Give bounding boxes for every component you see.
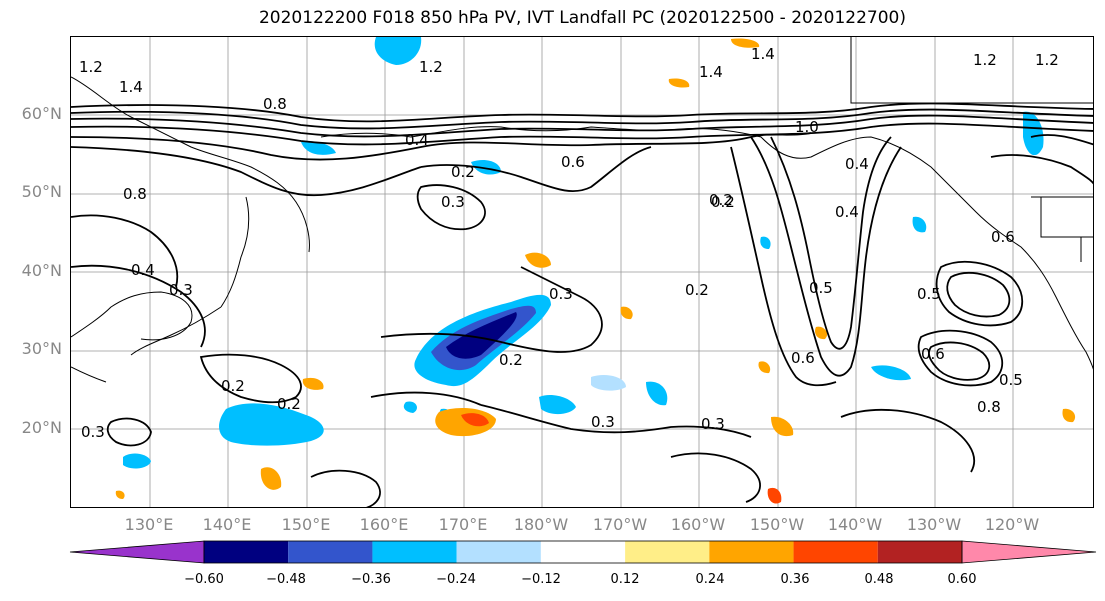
contour-label: 1.2: [419, 58, 443, 76]
colorbar-tick-label: −0.36: [351, 572, 391, 587]
colorbar-tick-label: 0.60: [947, 572, 977, 587]
contour-label: 0.2: [221, 377, 245, 395]
contour-label: 0.8: [123, 185, 147, 203]
contour-label: 0.2: [709, 191, 733, 209]
contour-labels: 1.2 1.4 1.2 1.4 0.8 1.4 1.2 0.4 0.2 0.3 …: [79, 45, 1059, 441]
contour-label: 0.2: [685, 281, 709, 299]
colorbar-cell: [204, 541, 289, 563]
colorbar-tick-label: −0.48: [266, 572, 306, 587]
colorbar-cell: [877, 541, 962, 563]
colorbar: [68, 539, 1098, 571]
contour-label: 0.8: [977, 398, 1001, 416]
contour-label: 0.4: [131, 261, 155, 279]
map-title: 2020122200 F018 850 hPa PV, IVT Landfall…: [258, 8, 906, 28]
contour-label: 0.6: [561, 153, 585, 171]
colorbar-tick-label: 0.12: [610, 572, 640, 587]
contour-label: 1.2: [973, 51, 997, 69]
colorbar-cell: [540, 541, 626, 563]
lon-label: 180°W: [513, 515, 569, 534]
colorbar-cell: [288, 541, 373, 563]
contour-label: 0.4: [405, 131, 429, 149]
contour-label: 0.3: [441, 193, 465, 211]
contour-label: 0.4: [845, 155, 869, 173]
map-plot-area: 1.2 1.4 1.2 1.4 0.8 1.4 1.2 0.4 0.2 0.3 …: [70, 36, 1094, 508]
contour-label: 1.2: [1035, 51, 1059, 69]
contour-label: 0.6: [921, 345, 945, 363]
contour-label: 0.2: [711, 193, 735, 211]
colorbar-frame: [203, 540, 963, 564]
colorbar-cell: [709, 541, 794, 563]
positive-shading: [115, 38, 1076, 504]
colorbar-extend-left: [69, 540, 205, 564]
colorbar-tick-label: −0.12: [521, 572, 561, 587]
lat-label: 30°N: [21, 339, 62, 358]
colorbar-cell: [372, 541, 457, 563]
contour-label: 0.2: [499, 351, 523, 369]
lon-label: 140°E: [202, 515, 252, 534]
contour-label: 0.6: [991, 228, 1015, 246]
contour-label: 1.4: [699, 63, 723, 81]
contour-label: 0.6: [791, 349, 815, 367]
colorbar-tick-label: 0.36: [780, 572, 810, 587]
lon-label: 130°E: [124, 515, 174, 534]
lon-label: 160°E: [359, 515, 409, 534]
contour-label: 1.4: [751, 45, 775, 63]
lat-label: 60°N: [21, 104, 62, 123]
lon-label: 150°W: [749, 515, 805, 534]
lon-label: 170°E: [438, 515, 488, 534]
contour-label: 0.5: [999, 371, 1023, 389]
colorbar-tick-label: −0.24: [436, 572, 476, 587]
colorbar-tick-label: 0.48: [864, 572, 894, 587]
colorbar-cells: [69, 540, 1097, 564]
contour-label: 0.8: [263, 95, 287, 113]
contour-label: 0.2: [277, 395, 301, 413]
negative-shading: [123, 37, 1044, 469]
lon-label: 150°E: [281, 515, 331, 534]
contour-label: 1.4: [119, 78, 143, 96]
lon-label: 130°W: [906, 515, 962, 534]
lon-label: 170°W: [592, 515, 648, 534]
contour-label: 0.4: [835, 203, 859, 221]
lon-label: 140°W: [827, 515, 883, 534]
lon-label: 160°W: [670, 515, 726, 534]
lat-label: 20°N: [21, 418, 62, 437]
lat-label: 50°N: [21, 182, 62, 201]
contour-label: 0.3: [591, 413, 615, 431]
colorbar-cell: [793, 541, 878, 563]
contour-label: 1.0: [795, 118, 819, 136]
contour-label: 0.3: [169, 281, 193, 299]
contour-label: 0.3: [549, 285, 573, 303]
lat-label: 40°N: [21, 261, 62, 280]
contours: [71, 102, 1093, 507]
contour-label: 0.3: [81, 423, 105, 441]
colorbar-cell: [456, 541, 541, 563]
contour-label: 1.2: [79, 58, 103, 76]
coastlines: [71, 37, 1093, 383]
colorbar-extend-right: [961, 540, 1097, 564]
lon-label: 120°W: [984, 515, 1040, 534]
contour-label: 0.3: [701, 415, 725, 433]
contour-label: 0.5: [917, 285, 941, 303]
colorbar-tick-label: −0.60: [184, 572, 224, 587]
contour-label: 0.2: [451, 163, 475, 181]
colorbar-cell: [625, 541, 710, 563]
contour-label: 0.5: [809, 279, 833, 297]
colorbar-tick-label: 0.24: [695, 572, 725, 587]
